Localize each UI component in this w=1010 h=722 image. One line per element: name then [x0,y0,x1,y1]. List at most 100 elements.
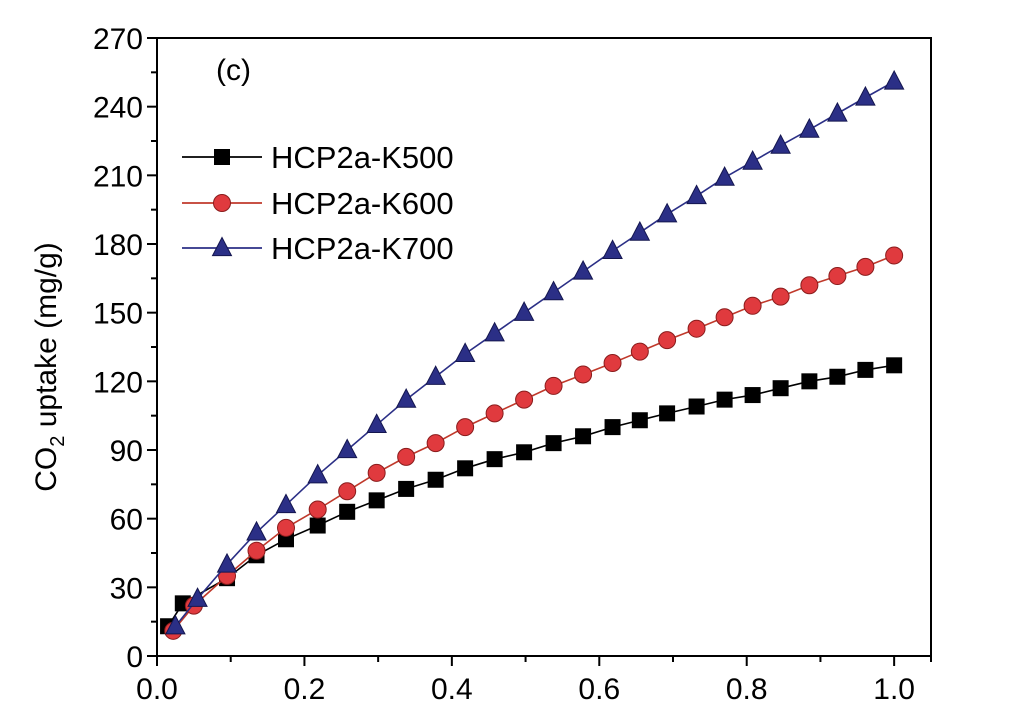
data-point [275,493,297,514]
data-point [425,365,446,385]
data-point [771,287,790,306]
y-axis-ticks: 0 30 60 90 120 150 180 210 240 270 [93,23,157,674]
data-point [427,471,444,488]
data-point [367,463,386,482]
data-point [544,376,563,395]
y-tick-label: 90 [110,435,143,468]
series-layer [160,69,905,640]
data-point [216,552,238,573]
data-point [656,202,678,223]
data-point [339,503,356,520]
data-point [485,404,504,423]
data-point [602,239,623,260]
y-tick-label: 0 [126,641,143,674]
data-point [828,267,847,286]
legend-marker-2 [211,236,233,257]
data-point [629,220,651,241]
data-point [742,149,763,170]
data-point [457,460,474,477]
data-point [513,301,535,321]
data-point [398,480,415,497]
x-tick-label: 0.0 [136,673,178,706]
y-tick-label: 270 [93,23,143,56]
data-point [604,419,621,436]
data-point [456,418,475,437]
legend-item-0: HCP2a-K500 [182,140,454,175]
data-point [800,276,819,295]
legend: HCP2a-K500 HCP2a-K600 HCP2a-K700 [182,140,454,266]
data-point [484,321,505,342]
data-point [770,133,791,154]
data-point [486,451,503,468]
data-point [572,259,594,280]
x-tick-label: 0.4 [431,673,473,706]
data-point [165,614,186,635]
data-point [883,69,905,90]
data-point [574,365,593,384]
data-point [855,85,876,106]
legend-marker-shape [211,236,233,257]
data-point [366,413,387,433]
data-point [716,391,733,408]
data-point [307,463,329,484]
data-point [309,517,326,534]
data-point [426,434,445,453]
data-point [631,412,648,429]
data-point [743,296,762,315]
y-tick-label: 60 [110,504,143,537]
data-point [368,492,385,509]
data-point [885,246,904,265]
legend-item-1: HCP2a-K600 [182,186,454,221]
data-point [515,390,534,409]
data-point [857,361,874,378]
data-point [772,380,789,397]
data-point [658,331,677,350]
data-point [247,541,266,560]
legend-marker-shape [213,194,231,212]
data-point [659,405,676,422]
legend-label-2: HCP2a-K700 [271,231,454,266]
data-point [799,117,820,138]
data-point [687,319,706,338]
data-point [336,438,358,459]
data-point [516,444,533,461]
y-tick-label: 180 [93,229,143,262]
data-point [688,398,705,415]
y-tick-label: 30 [110,572,143,605]
data-point [395,388,417,408]
y-tick-label: 150 [93,298,143,331]
y-axis-label-main: CO [30,447,63,492]
y-axis-label: CO2 uptake (mg/g) [30,242,69,492]
data-point [603,354,622,373]
data-point [801,373,818,390]
x-tick-label: 0.8 [726,673,768,706]
y-tick-label: 120 [93,366,143,399]
data-point [545,435,562,452]
panel-label: (c) [216,54,251,87]
x-axis-ticks: 0.0 0.2 0.4 0.6 0.8 1.0 [136,656,932,706]
y-axis-label-rest: uptake (mg/g) [30,242,63,435]
data-point [308,500,327,519]
data-point [543,280,564,301]
y-tick-label: 240 [93,92,143,125]
legend-marker-0 [214,149,230,165]
data-point [715,308,734,327]
data-point [575,428,592,445]
data-point [856,257,875,276]
series-line-1 [172,254,895,632]
x-tick-label: 0.6 [578,673,620,706]
legend-marker-1 [213,194,231,212]
data-point [714,166,735,186]
legend-marker-shape [214,149,230,165]
data-point [827,101,848,122]
data-point [454,342,476,363]
legend-label-0: HCP2a-K500 [271,140,454,175]
legend-label-1: HCP2a-K600 [271,186,454,221]
series-2 [165,69,905,635]
x-tick-label: 1.0 [873,673,915,706]
data-point [338,482,357,501]
x-tick-label: 0.2 [284,673,326,706]
y-axis-label-subscript: 2 [47,436,69,447]
data-point [630,342,649,361]
